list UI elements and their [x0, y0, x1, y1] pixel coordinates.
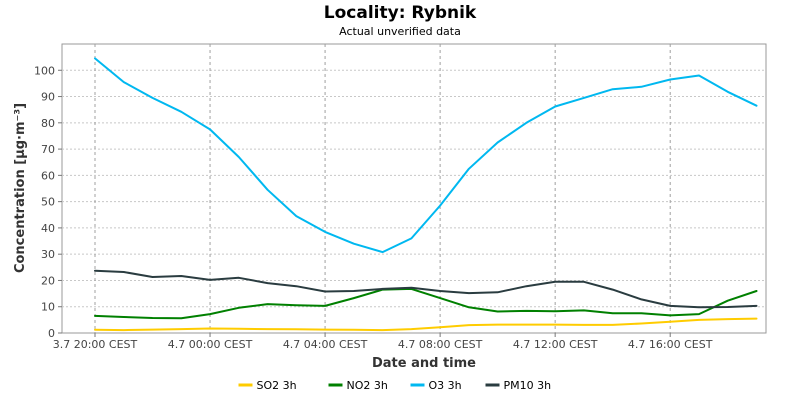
y-tick-label: 100 [34, 64, 55, 77]
x-tick-label: 4.7 00:00 CEST [168, 338, 253, 351]
x-tick-label: 4.7 12:00 CEST [513, 338, 598, 351]
y-tick-label: 0 [48, 327, 55, 340]
legend-item-pm10-3h: PM10 3h [485, 379, 552, 392]
series-line-no2-3h [94, 287, 758, 320]
legend-item-no2-3h: NO2 3h [328, 379, 388, 392]
y-tick-label: 30 [41, 248, 55, 261]
chart-subtitle: Actual unverified data [339, 25, 461, 38]
series-layer [94, 57, 758, 332]
x-tick-label: 4.7 08:00 CEST [398, 338, 483, 351]
y-tick-label: 60 [41, 169, 55, 182]
legend-item-o3-3h: O3 3h [410, 379, 462, 392]
plot-area [61, 43, 767, 334]
y-tick-label: 20 [41, 274, 55, 287]
legend-label: NO2 3h [347, 379, 388, 392]
legend-label: O3 3h [429, 379, 462, 392]
legend: SO2 3h NO2 3h O3 3h PM10 3h [238, 379, 552, 392]
y-axis-label: Concentration [µg·m⁻³] [13, 103, 28, 273]
series-line-so2-3h [94, 317, 758, 332]
x-tick-label: 3.7 20:00 CEST [53, 338, 138, 351]
y-tick-label: 50 [41, 196, 55, 209]
series-line-pm10-3h [94, 269, 758, 309]
chart-title: Locality: Rybnik [324, 3, 477, 23]
y-tick-label: 40 [41, 222, 55, 235]
y-tick-label: 80 [41, 117, 55, 130]
x-axis-label: Date and time [372, 356, 476, 371]
x-tick-label: 4.7 04:00 CEST [283, 338, 368, 351]
legend-label: PM10 3h [504, 379, 552, 392]
y-axis: 0 10 20 30 40 50 60 70 80 90 100 [34, 64, 62, 340]
legend-label: SO2 3h [257, 379, 297, 392]
y-tick-label: 90 [41, 91, 55, 104]
series-line-o3-3h [94, 57, 758, 254]
legend-item-so2-3h: SO2 3h [238, 379, 297, 392]
y-tick-label: 10 [41, 301, 55, 314]
grid [62, 44, 766, 333]
y-tick-label: 70 [41, 143, 55, 156]
x-tick-label: 4.7 16:00 CEST [628, 338, 713, 351]
x-axis: 3.7 20:00 CEST 4.7 00:00 CEST 4.7 04:00 CE… [53, 333, 713, 351]
